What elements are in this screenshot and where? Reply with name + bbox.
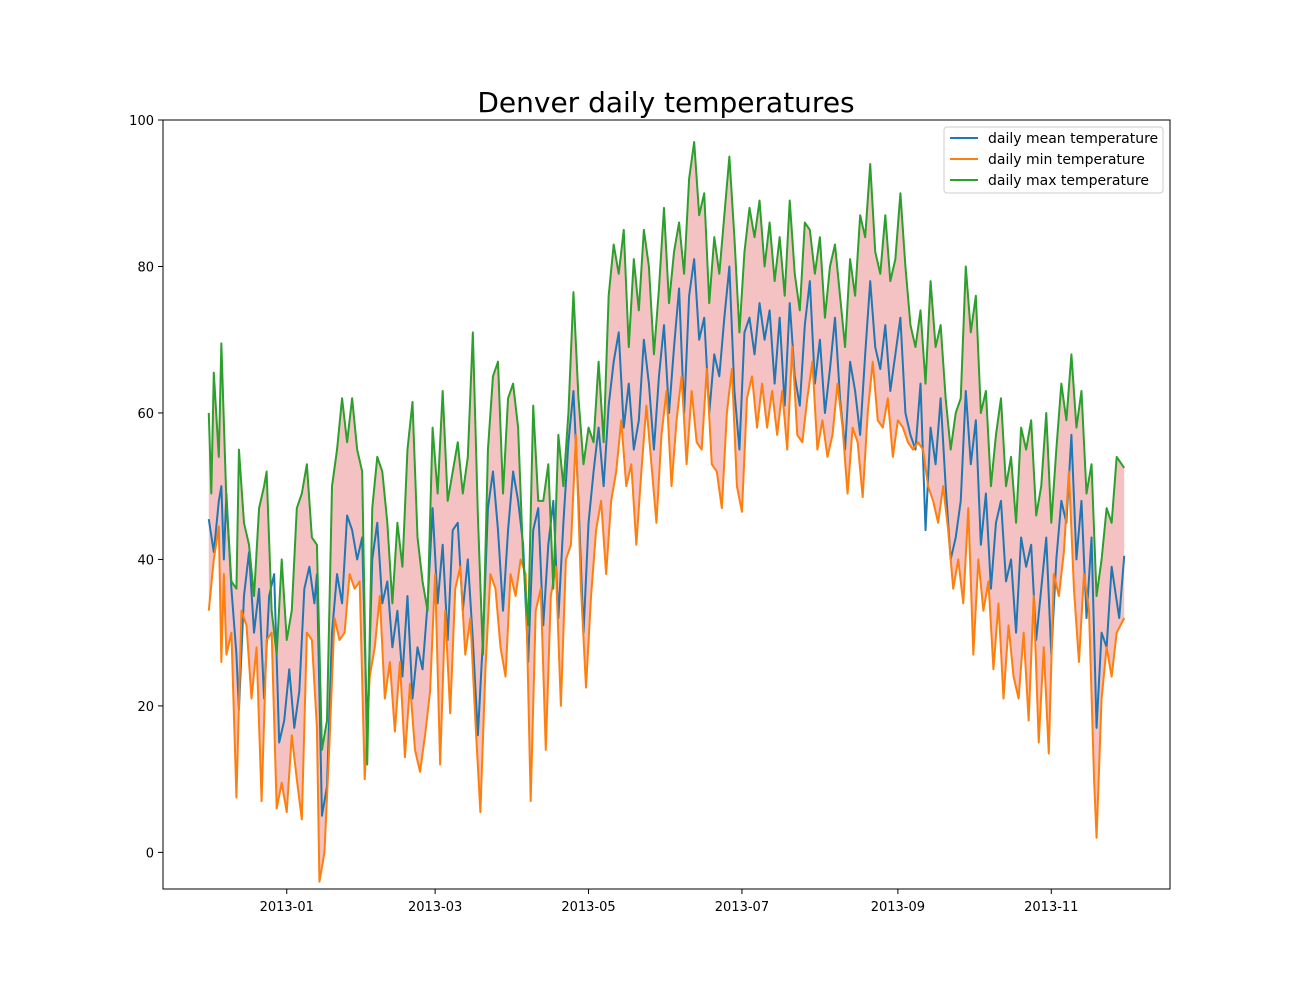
x-tick-label: 2013-01: [260, 900, 314, 915]
y-tick-label: 100: [129, 114, 154, 129]
y-tick-label: 80: [137, 260, 154, 275]
y-tick-label: 60: [137, 407, 154, 422]
plot-area: [207, 140, 1126, 883]
y-tick-label: 40: [137, 553, 154, 568]
y-axis: 0 20 40 60 80 100: [129, 114, 163, 861]
legend-label: daily mean temperature: [988, 131, 1158, 147]
min-max-band: [208, 141, 1125, 882]
mean-temperature-line: [207, 258, 1126, 817]
legend-label: daily min temperature: [988, 152, 1145, 168]
chart-title: Denver daily temperatures: [477, 86, 854, 119]
axes-frame: [162, 119, 1171, 890]
x-tick-label: 2013-07: [715, 900, 769, 915]
y-tick-label: 20: [137, 700, 154, 715]
y-tick-label: 0: [146, 846, 154, 861]
x-tick-label: 2013-05: [561, 900, 615, 915]
legend-box: [943, 126, 1164, 194]
x-tick-label: 2013-03: [408, 900, 462, 915]
legend-label: daily max temperature: [988, 173, 1149, 189]
max-temperature-line: [207, 140, 1126, 766]
x-tick-label: 2013-09: [871, 900, 925, 915]
min-temperature-line: [207, 346, 1126, 883]
legend: daily mean temperature daily min temperat…: [943, 126, 1164, 194]
x-axis: 2013-01 2013-03 2013-05 2013-07 2013-09 2013-…: [260, 889, 1078, 915]
x-tick-label: 2013-11: [1024, 900, 1078, 915]
